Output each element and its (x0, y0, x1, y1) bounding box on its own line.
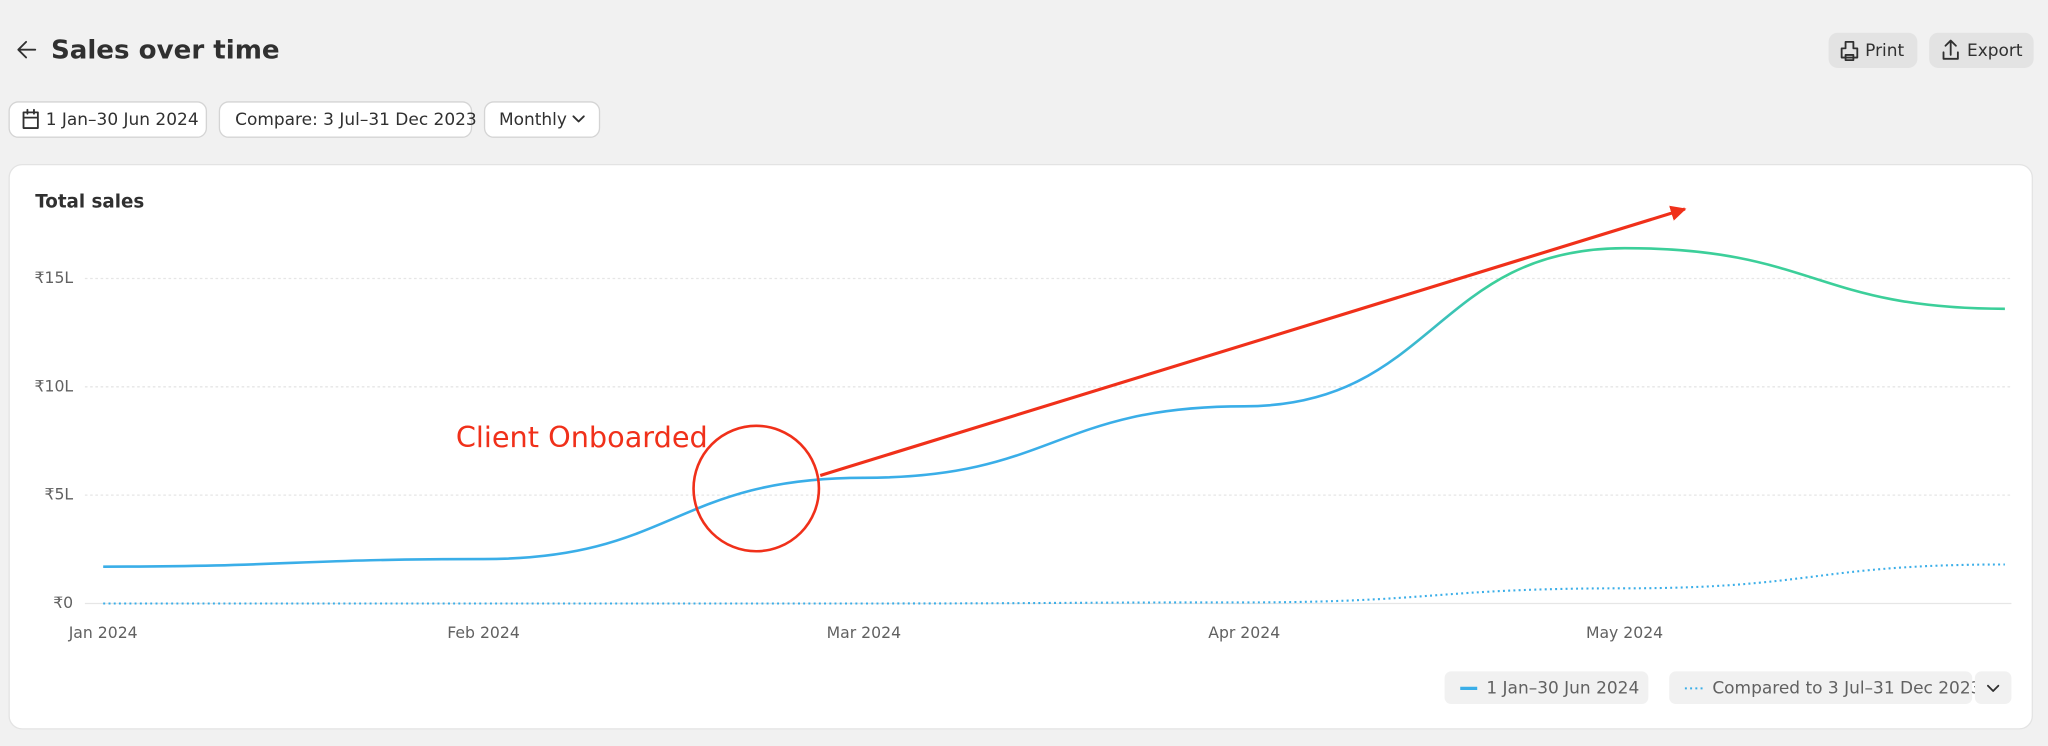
page-title: Sales over time (51, 35, 280, 65)
export-button[interactable]: Export (1929, 32, 2034, 68)
annotation-circle (692, 424, 821, 553)
x-tick-label: Apr 2024 (1208, 623, 1280, 642)
annotation-arrow (819, 205, 1687, 477)
series-line (103, 246, 2005, 568)
date-filter-label: 1 Jan–30 Jun 2024 (46, 110, 199, 130)
y-tick-label: ₹0 (53, 593, 73, 612)
date-filter[interactable]: 1 Jan–30 Jun 2024 (8, 101, 208, 138)
x-tick-label: Feb 2024 (447, 623, 520, 642)
legend-item[interactable]: 1 Jan–30 Jun 2024 (1444, 671, 1649, 705)
y-tick-label: ₹10L (35, 376, 74, 395)
chart-title: Total sales (35, 192, 144, 213)
legend-toggle[interactable] (1974, 671, 2012, 705)
interval-filter[interactable]: Monthly (483, 101, 601, 138)
legend-label: 1 Jan–30 Jun 2024 (1486, 678, 1639, 698)
legend-label: Compared to 3 Jul–31 Dec 2023 (1712, 678, 1981, 698)
annotation: Client Onboarded (456, 420, 708, 454)
chart-card (8, 163, 2033, 730)
export-label: Export (1967, 41, 2023, 61)
y-tick-label: ₹5L (44, 485, 73, 504)
print-label: Print (1865, 41, 1904, 61)
plot: ₹0 ₹5L ₹10L ₹15L Jan 2024 Feb 2024 Mar 2024 Apr… (35, 246, 2012, 642)
x-tick-label: Mar 2024 (827, 623, 901, 642)
y-tick-label: ₹15L (35, 268, 74, 287)
x-tick-label: Jan 2024 (68, 623, 138, 642)
print-button[interactable]: Print (1828, 32, 1918, 68)
x-tick-label: May 2024 (1586, 623, 1663, 642)
interval-filter-label: Monthly (499, 110, 567, 130)
back-button[interactable] (17, 40, 37, 59)
compare-filter[interactable]: Compare: 3 Jul–31 Dec 2023 (218, 101, 477, 138)
compare-filter-label: Compare: 3 Jul–31 Dec 2023 (235, 110, 477, 130)
legend-item[interactable]: Compared to 3 Jul–31 Dec 2023 (1669, 671, 1981, 705)
